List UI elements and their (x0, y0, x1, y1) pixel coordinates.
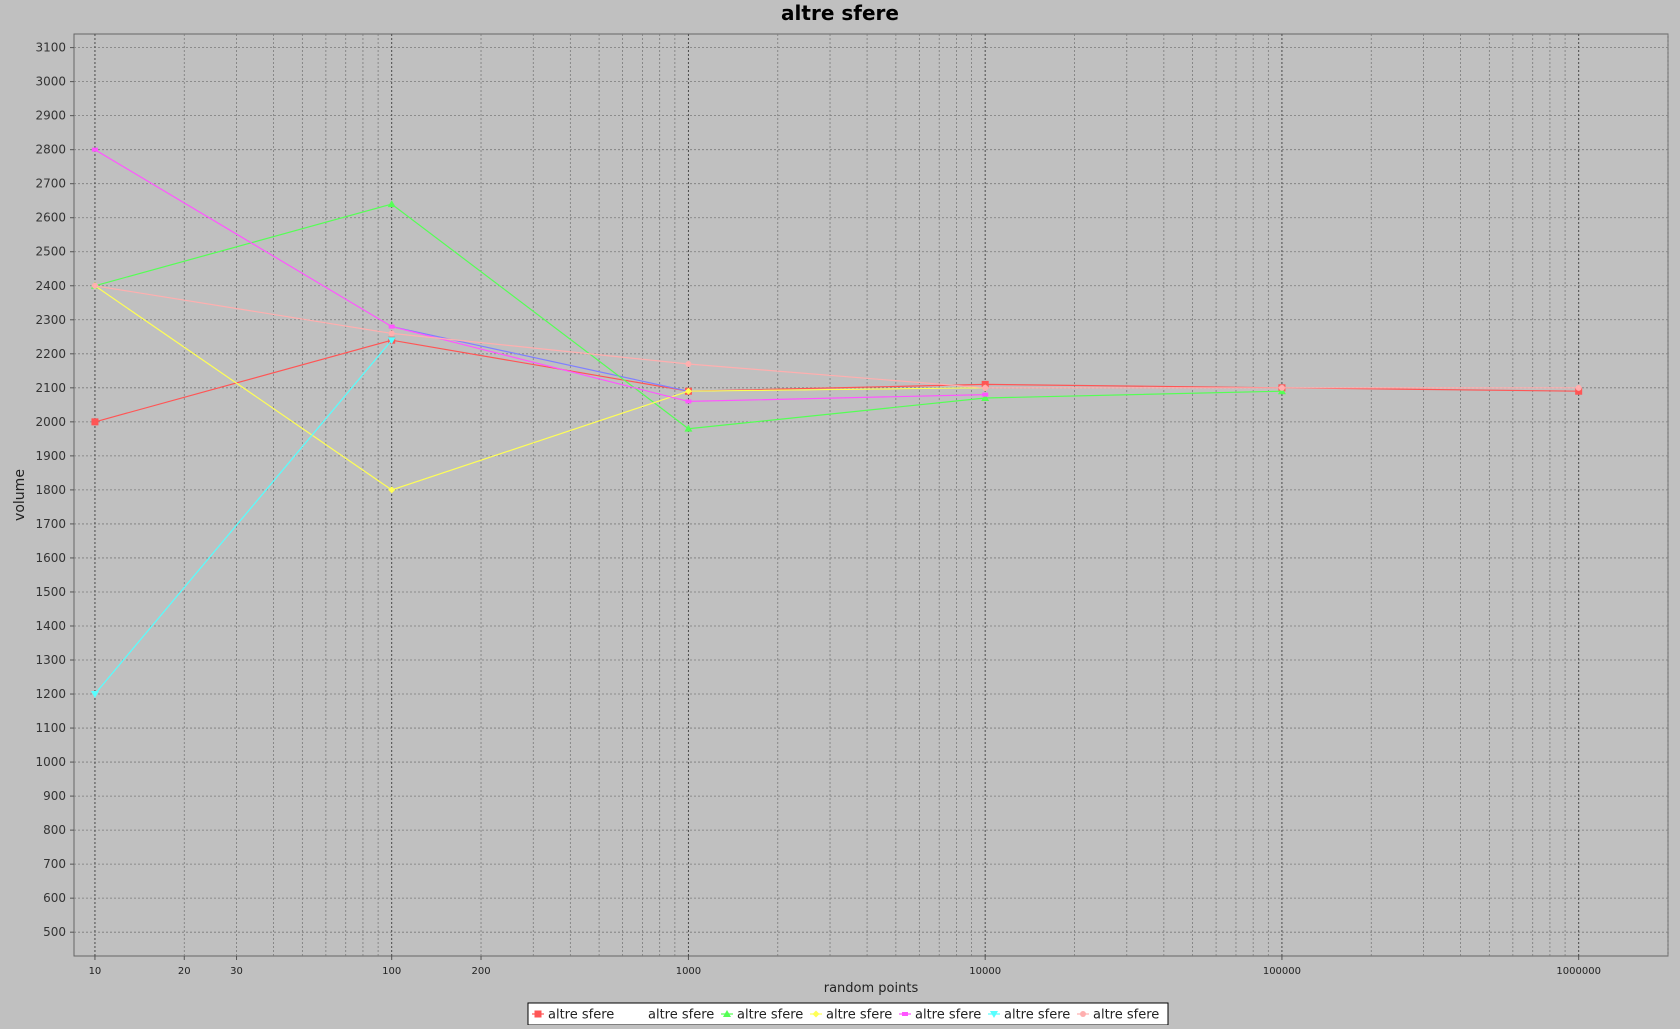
data-point (685, 361, 692, 368)
x-tick-label: 1000000 (1556, 966, 1601, 977)
y-axis-ticks: 500 600 700 800 900 1000 1100 1200 1300 1400 1500 1… (35, 41, 74, 939)
series-5 (91, 147, 989, 404)
legend-label: altre sfere (737, 1008, 803, 1023)
legend-swatch-marker (990, 1011, 998, 1018)
legend-swatch-marker (812, 1010, 820, 1018)
data-point (387, 337, 396, 345)
y-tick-label: 1100 (35, 721, 66, 735)
data-point (91, 147, 98, 152)
series-line (94, 285, 986, 491)
y-tick-label: 1900 (35, 449, 66, 463)
legend: altre sfere altre sfere altre sfere altre s… (527, 1002, 1169, 1026)
data-point (388, 324, 395, 329)
legend-label: altre sfere (915, 1008, 981, 1023)
y-tick-label: 3000 (35, 75, 66, 89)
chart-title: altre sfere (781, 1, 899, 25)
series-6 (90, 337, 396, 699)
y-tick-label: 2300 (35, 313, 66, 327)
data-point (388, 486, 396, 494)
plot-area (73, 33, 1669, 957)
legend-item: altre sfere (1077, 1008, 1159, 1023)
grid (74, 34, 1669, 956)
data-point (684, 387, 692, 395)
y-tick-label: 700 (43, 857, 66, 871)
legend-label: altre sfere (648, 1008, 714, 1023)
x-tick-label: 100000 (1263, 966, 1301, 977)
y-tick-label: 1000 (35, 755, 66, 769)
x-tick-label: 10000 (969, 966, 1001, 977)
data-point (981, 394, 990, 402)
y-tick-label: 2900 (35, 109, 66, 123)
y-tick-label: 2500 (35, 245, 66, 259)
legend-swatch-marker (723, 1010, 731, 1017)
data-point (1575, 387, 1583, 395)
y-tick-label: 1700 (35, 517, 66, 531)
data-point (387, 200, 396, 208)
data-point (90, 691, 99, 699)
legend-label: altre sfere (826, 1008, 892, 1023)
y-tick-label: 3100 (35, 41, 66, 55)
series-lines (90, 147, 1583, 699)
y-tick-label: 1600 (35, 551, 66, 565)
legend-item: altre sfere (532, 1008, 614, 1023)
y-tick-label: 1200 (35, 687, 66, 701)
legend-label: altre sfere (1093, 1008, 1159, 1023)
y-tick-label: 1500 (35, 585, 66, 599)
legend-swatch-marker (902, 1012, 908, 1016)
legend-item: altre sfere (988, 1008, 1070, 1023)
y-tick-label: 2700 (35, 177, 66, 191)
y-tick-label: 2800 (35, 143, 66, 157)
y-tick-label: 1800 (35, 483, 66, 497)
y-tick-label: 1400 (35, 619, 66, 633)
legend-item: altre sfere (721, 1008, 803, 1023)
x-tick-label: 100 (382, 966, 401, 977)
x-tick-label: 1000 (676, 966, 701, 977)
data-point (91, 418, 99, 426)
y-tick-label: 600 (43, 891, 66, 905)
y-tick-label: 2200 (35, 347, 66, 361)
y-tick-label: 800 (43, 823, 66, 837)
series-7 (91, 282, 1582, 391)
legend-item: altre sfere (810, 1008, 892, 1023)
data-point (91, 282, 98, 289)
y-tick-label: 1300 (35, 653, 66, 667)
x-tick-label: 10 (89, 966, 102, 977)
y-axis-label: volume (12, 469, 28, 521)
legend-label: altre sfere (1004, 1008, 1070, 1023)
x-tick-label: 200 (471, 966, 490, 977)
y-tick-label: 2000 (35, 415, 66, 429)
data-point (982, 392, 989, 397)
series-line (94, 285, 1579, 389)
data-point (388, 330, 395, 337)
legend-swatch-marker (1080, 1011, 1086, 1017)
legend-item: altre sfere (648, 1008, 714, 1023)
legend-label: altre sfere (548, 1008, 614, 1023)
y-tick-label: 2400 (35, 279, 66, 293)
y-tick-label: 900 (43, 789, 66, 803)
data-point (685, 399, 692, 404)
data-point (1278, 384, 1285, 391)
legend-swatch-marker (534, 1010, 542, 1018)
y-tick-label: 2100 (35, 381, 66, 395)
y-tick-label: 2600 (35, 211, 66, 225)
data-point (982, 384, 989, 391)
data-point (1575, 384, 1582, 391)
x-tick-label: 30 (230, 966, 243, 977)
series-line (94, 149, 986, 403)
x-axis-label: random points (824, 981, 919, 996)
x-axis-ticks: 10 20 30 100 200 1000 10000 100000 1000000 (89, 956, 1601, 977)
y-tick-label: 500 (43, 925, 66, 939)
x-tick-label: 20 (178, 966, 191, 977)
data-point (684, 424, 693, 432)
legend-item: altre sfere (899, 1008, 981, 1023)
series-line (94, 339, 393, 695)
